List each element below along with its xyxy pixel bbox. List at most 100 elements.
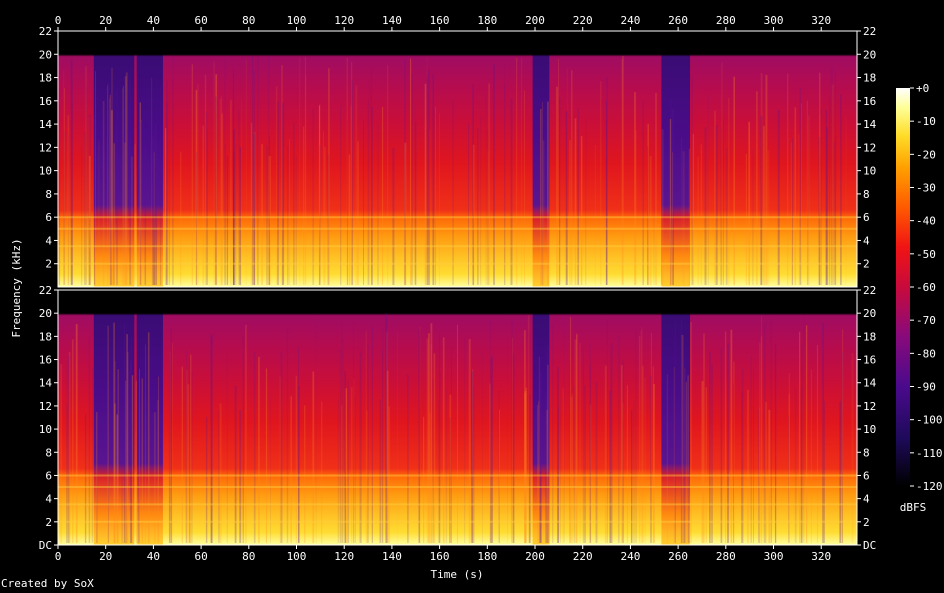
y-tick-label-left: 6 bbox=[45, 211, 52, 224]
channel-2-spectrogram bbox=[57, 289, 858, 546]
y-tick-label-right: 2 bbox=[863, 258, 870, 271]
y-tick-label-left: 2 bbox=[45, 516, 52, 529]
y-tick-label-left: 4 bbox=[45, 234, 52, 247]
x-tick-label-top: 60 bbox=[194, 14, 207, 27]
x-tick-label-top: 180 bbox=[477, 14, 497, 27]
colorbar: +0 -10 -20 -30 -40 -50 -60 -70 -80 -90 -100 -110 -12… bbox=[896, 82, 943, 514]
y-tick-label-left: 10 bbox=[39, 423, 52, 436]
x-tick-label-bottom: 80 bbox=[242, 550, 255, 563]
y-tick-label-right: 20 bbox=[863, 307, 876, 320]
x-tick-label-bottom: 140 bbox=[382, 550, 402, 563]
quiet-segment bbox=[136, 290, 163, 545]
x-tick-label-top: 260 bbox=[668, 14, 688, 27]
colorbar-tick-label: -50 bbox=[916, 248, 936, 261]
x-tick-label-top: 240 bbox=[620, 14, 640, 27]
panel-frame bbox=[57, 289, 858, 546]
x-tick-label-top: 80 bbox=[242, 14, 255, 27]
y-tick-label-left: 8 bbox=[45, 446, 52, 459]
quiet-segment bbox=[661, 290, 691, 545]
spectrogram-panels bbox=[57, 30, 858, 546]
x-tick-label-top: 280 bbox=[716, 14, 736, 27]
x-tick-label-bottom: 120 bbox=[334, 550, 354, 563]
colorbar-tick-label: -70 bbox=[916, 314, 936, 327]
y-tick-label-right: 14 bbox=[863, 118, 877, 131]
texture-streaks bbox=[60, 313, 854, 543]
x-tick-label-top: 100 bbox=[287, 14, 307, 27]
quiet-segment bbox=[93, 290, 135, 545]
x-tick-label-bottom: 180 bbox=[477, 550, 497, 563]
colorbar-ticks: +0 -10 -20 -30 -40 -50 -60 -70 -80 -90 -100 -110 -12… bbox=[910, 82, 943, 493]
x-tick-label-bottom: 300 bbox=[764, 550, 784, 563]
y-tick-label-right: 14 bbox=[863, 377, 877, 390]
y-tick-label-left: 10 bbox=[39, 165, 52, 178]
y-tick-label-right: 10 bbox=[863, 423, 876, 436]
spectrogram-body bbox=[58, 290, 857, 545]
colorbar-tick-label: -90 bbox=[916, 381, 936, 394]
spectrogram-body bbox=[58, 31, 857, 287]
y-tick-label-right: 16 bbox=[863, 354, 876, 367]
y-tick-label-right: 20 bbox=[863, 48, 876, 61]
y-tick-label-right: 22 bbox=[863, 25, 876, 38]
y-tick-label-right: 8 bbox=[863, 446, 870, 459]
x-tick-label-top: 120 bbox=[334, 14, 354, 27]
y-tick-label-right: 22 bbox=[863, 284, 876, 297]
y-tick-label-left: 4 bbox=[45, 493, 52, 506]
y-tick-label-left: DC bbox=[39, 539, 52, 552]
x-axis-bottom: 0 20 40 60 80 100 120 140 160 180 200 220 240 260 280 3… bbox=[55, 545, 831, 563]
y-tick-label-right: 8 bbox=[863, 188, 870, 201]
y-tick-label-left: 16 bbox=[39, 354, 52, 367]
y-tick-label-right: 12 bbox=[863, 400, 876, 413]
y-tick-label-left: 20 bbox=[39, 307, 52, 320]
colorbar-tick-label: -100 bbox=[916, 414, 943, 427]
x-tick-label-top: 320 bbox=[811, 14, 831, 27]
x-tick-label-top: 220 bbox=[573, 14, 593, 27]
x-tick-label-bottom: 220 bbox=[573, 550, 593, 563]
colorbar-gradient bbox=[896, 88, 910, 486]
y-axis-label: Frequency (kHz) bbox=[10, 238, 23, 337]
y-tick-label-left: 20 bbox=[39, 48, 52, 61]
y-tick-label-right: 2 bbox=[863, 516, 870, 529]
y-tick-label-left: 6 bbox=[45, 469, 52, 482]
x-tick-label-bottom: 20 bbox=[99, 550, 112, 563]
colorbar-tick-label: -60 bbox=[916, 281, 936, 294]
quiet-segment bbox=[136, 31, 163, 287]
x-tick-label-bottom: 0 bbox=[55, 550, 62, 563]
y-tick-label-left: 14 bbox=[39, 118, 53, 131]
y-tick-label-left: 12 bbox=[39, 141, 52, 154]
colorbar-tick-label: -40 bbox=[916, 215, 936, 228]
y-tick-label-left: 18 bbox=[39, 72, 52, 85]
texture-streaks bbox=[58, 55, 847, 285]
y-tick-label-left: 16 bbox=[39, 95, 52, 108]
y-tick-label-left: 8 bbox=[45, 188, 52, 201]
x-axis-top: 0 20 40 60 80 100 120 140 160 180 200 220 240 260 280 3… bbox=[55, 14, 831, 31]
y-tick-label-left: 22 bbox=[39, 25, 52, 38]
colorbar-tick-label: -10 bbox=[916, 115, 936, 128]
colorbar-tick-label: -30 bbox=[916, 182, 936, 195]
quiet-segment bbox=[532, 290, 550, 545]
y-tick-label-left: 22 bbox=[39, 284, 52, 297]
y-tick-label-right: 6 bbox=[863, 211, 870, 224]
y-tick-label-left: 14 bbox=[39, 377, 53, 390]
x-tick-label-bottom: 100 bbox=[287, 550, 307, 563]
quiet-segment bbox=[661, 31, 691, 287]
colorbar-tick-label: -20 bbox=[916, 148, 936, 161]
colorbar-tick-label: -80 bbox=[916, 347, 936, 360]
created-by-credit: Created by SoX bbox=[1, 577, 94, 590]
x-axis-label: Time (s) bbox=[431, 568, 484, 581]
y-tick-label-right: 4 bbox=[863, 493, 870, 506]
panel-frame bbox=[57, 30, 858, 288]
y-tick-label-right: 16 bbox=[863, 95, 876, 108]
x-tick-label-top: 0 bbox=[55, 14, 62, 27]
y-tick-label-right: 18 bbox=[863, 330, 876, 343]
x-tick-label-bottom: 260 bbox=[668, 550, 688, 563]
colorbar-tick-label: +0 bbox=[916, 82, 929, 95]
x-tick-label-top: 200 bbox=[525, 14, 545, 27]
y-tick-label-right: 10 bbox=[863, 165, 876, 178]
x-tick-label-bottom: 40 bbox=[147, 550, 160, 563]
colorbar-tick-label: -110 bbox=[916, 447, 943, 460]
channel-1-spectrogram bbox=[57, 30, 858, 288]
x-tick-label-top: 140 bbox=[382, 14, 402, 27]
x-tick-label-bottom: 160 bbox=[430, 550, 450, 563]
